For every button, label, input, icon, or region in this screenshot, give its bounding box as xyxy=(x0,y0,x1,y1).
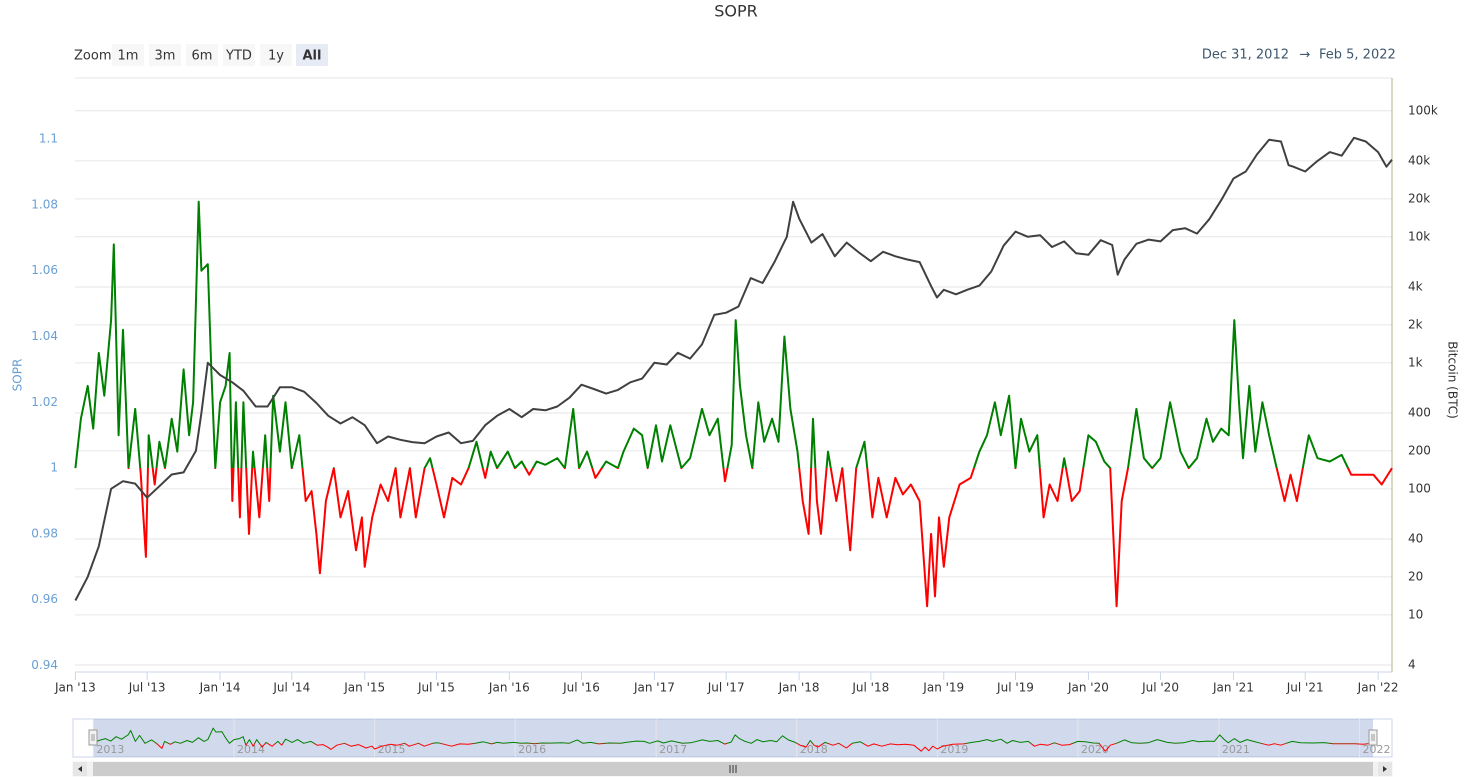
zoom-button-label: YTD xyxy=(225,49,252,64)
sopr-line xyxy=(74,200,1393,608)
navigator-label: 2014 xyxy=(237,743,265,756)
y-tick-label: 0.94 xyxy=(31,658,58,672)
x-tick-label: Jan '13 xyxy=(54,681,96,695)
navigator-handle[interactable] xyxy=(1368,729,1378,746)
zoom-button[interactable] xyxy=(112,44,144,66)
navigator-label: 2022 xyxy=(1363,743,1391,756)
y2-tick-label: 4k xyxy=(1408,279,1423,293)
navigator-label: 2019 xyxy=(940,743,968,756)
zoom-button-label: 6m xyxy=(192,49,213,64)
y-tick-label: 1.06 xyxy=(31,263,58,277)
x-tick-label: Jan '19 xyxy=(922,681,964,695)
navigator-handle[interactable] xyxy=(88,729,98,746)
x-tick-label: Jan '21 xyxy=(1212,681,1254,695)
navigator-label: 2017 xyxy=(659,743,687,756)
zoom-button[interactable] xyxy=(260,44,292,66)
y-tick-label: 1.02 xyxy=(31,395,58,409)
zoom-button-label: 3m xyxy=(155,49,176,64)
y2-tick-label: 40 xyxy=(1408,531,1423,545)
navigator-label: 2016 xyxy=(518,743,546,756)
x-tick-label: Jul '14 xyxy=(272,681,310,695)
handle-grip xyxy=(91,734,95,741)
range-to: Feb 5, 2022 xyxy=(1319,48,1396,63)
range-from: Dec 31, 2012 xyxy=(1202,48,1289,63)
x-tick-label: Jul '21 xyxy=(1286,681,1324,695)
handle-grip xyxy=(1371,734,1375,741)
y2-tick-label: 2k xyxy=(1408,317,1423,331)
x-tick-label: Jul '17 xyxy=(707,681,745,695)
y2-tick-label: 100 xyxy=(1408,481,1431,495)
y2-tick-label: 1k xyxy=(1408,355,1423,369)
zoom-button-label: All xyxy=(303,49,322,64)
y2-tick-label: 20k xyxy=(1408,191,1430,205)
y2-tick-label: 200 xyxy=(1408,443,1431,457)
price-line xyxy=(74,136,1393,601)
x-tick-label: Jan '16 xyxy=(488,681,530,695)
y2-tick-label: 10 xyxy=(1408,607,1423,621)
x-tick-label: Jan '20 xyxy=(1067,681,1109,695)
y-tick-label: 1.04 xyxy=(31,329,58,343)
x-tick-label: Jul '15 xyxy=(417,681,455,695)
chart-title: SOPR xyxy=(714,2,758,21)
zoom-label: Zoom xyxy=(74,49,111,64)
zoom-button[interactable] xyxy=(223,44,255,66)
zoom-button-label: 1y xyxy=(268,49,284,64)
x-tick-label: Jan '15 xyxy=(343,681,385,695)
y-tick-label: 0.96 xyxy=(31,592,58,606)
x-tick-label: Jul '20 xyxy=(1141,681,1179,695)
grip xyxy=(729,765,737,773)
zoom-button-label: 1m xyxy=(118,49,139,64)
arrow-left xyxy=(78,766,82,772)
y2-tick-label: 40k xyxy=(1408,153,1430,167)
navigator-label: 2013 xyxy=(96,743,124,756)
range-arrow: → xyxy=(1300,48,1311,63)
x-tick-label: Jan '17 xyxy=(633,681,675,695)
y-tick-label: 1.08 xyxy=(31,197,58,211)
navigator-label: 2020 xyxy=(1081,743,1109,756)
navigator-label: 2021 xyxy=(1222,743,1250,756)
y-axis-title: SOPR xyxy=(11,359,25,392)
x-tick-label: Jul '18 xyxy=(851,681,889,695)
y2-tick-label: 100k xyxy=(1408,103,1438,117)
y2-tick-label: 4 xyxy=(1408,658,1416,672)
zoom-button[interactable] xyxy=(296,44,328,66)
x-tick-label: Jan '14 xyxy=(199,681,241,695)
y-tick-label: 0.98 xyxy=(31,526,58,540)
zoom-button[interactable] xyxy=(149,44,181,66)
navigator-line xyxy=(93,727,1374,752)
y-tick-label: 1 xyxy=(50,461,58,475)
y2-axis-title: Bitcoin (BTC) xyxy=(1446,341,1460,419)
y2-tick-label: 10k xyxy=(1408,229,1430,243)
y-tick-label: 1.1 xyxy=(39,132,58,146)
navigator-label: 2015 xyxy=(378,743,406,756)
navigator-frame xyxy=(72,718,1393,758)
y2-tick-label: 20 xyxy=(1408,569,1423,583)
x-tick-label: Jan '22 xyxy=(1357,681,1399,695)
x-tick-label: Jul '13 xyxy=(128,681,166,695)
zoom-button[interactable] xyxy=(186,44,218,66)
x-tick-label: Jul '19 xyxy=(996,681,1034,695)
x-tick-label: Jul '16 xyxy=(562,681,600,695)
y2-tick-label: 400 xyxy=(1408,405,1431,419)
x-tick-label: Jan '18 xyxy=(778,681,820,695)
arrow-right xyxy=(1383,766,1387,772)
